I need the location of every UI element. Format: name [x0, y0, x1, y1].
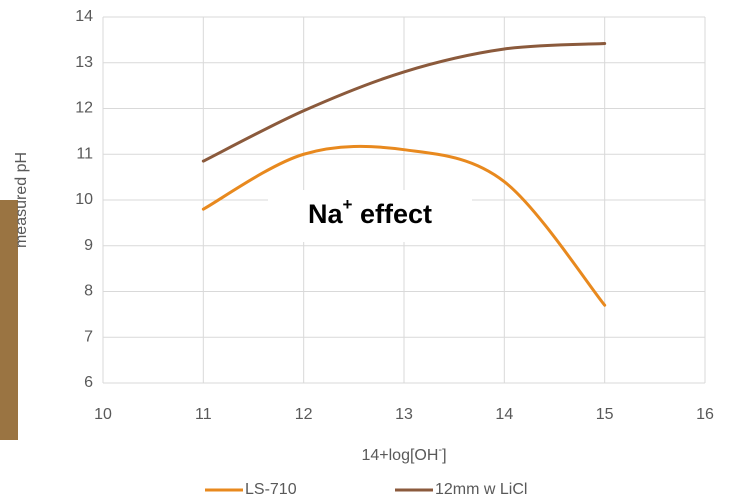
x-tick-label: 13 — [395, 406, 413, 423]
y-tick-label: 13 — [75, 54, 93, 71]
x-tick-label: 11 — [195, 406, 212, 423]
lines — [201, 42, 607, 307]
x-tick-label: 16 — [696, 406, 714, 423]
series-line — [201, 42, 607, 163]
y-tick-label: 11 — [76, 145, 93, 162]
x-tick-label: 10 — [94, 406, 112, 423]
x-axis-label: 14+log[OH-] — [361, 444, 446, 464]
annotation-after: effect — [352, 199, 432, 229]
series-line — [201, 144, 607, 307]
legend-label: LS-710 — [245, 481, 297, 498]
y-tick-label: 10 — [75, 191, 93, 208]
annotation-sup: + — [343, 195, 353, 214]
y-tick-label: 8 — [84, 283, 93, 300]
y-tick-label: 6 — [84, 374, 93, 391]
x-label-after: ] — [442, 447, 446, 464]
x-label-text: 14+log[OH — [361, 447, 438, 464]
x-label-sup: - — [438, 444, 442, 456]
legend: LS-710 12mm w LiCl — [205, 481, 527, 498]
annotation-box — [268, 190, 472, 242]
annotation-text: Na — [308, 199, 343, 229]
x-tick-label: 15 — [596, 406, 614, 423]
y-tick-label: 12 — [75, 100, 93, 117]
legend-label: 12mm w LiCl — [435, 481, 527, 498]
background-photo-edge — [0, 200, 18, 440]
y-tick-label: 7 — [84, 328, 93, 345]
y-tick-label: 14 — [75, 8, 93, 25]
y-axis-label: measured pH — [13, 152, 30, 248]
x-tick-label: 14 — [495, 406, 513, 423]
y-tick-label: 9 — [84, 237, 93, 254]
annotation: Na+ effect — [308, 195, 432, 229]
x-tick-label: 12 — [295, 406, 313, 423]
